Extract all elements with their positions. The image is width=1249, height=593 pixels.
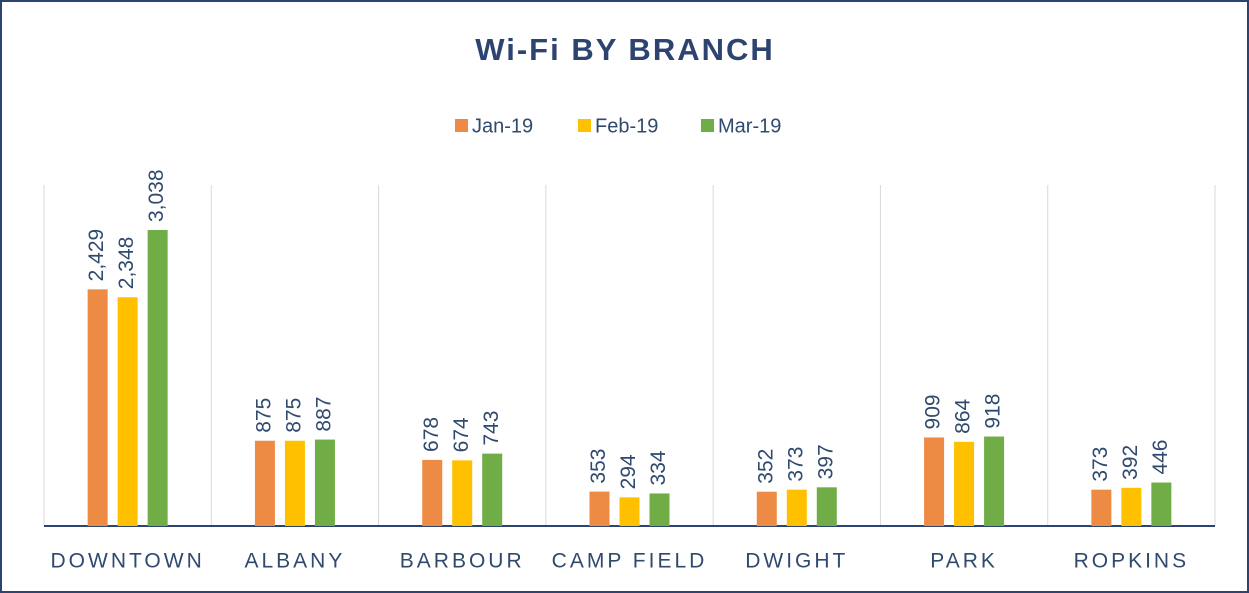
data-label: 294 <box>617 454 640 489</box>
data-label: 678 <box>420 417 443 452</box>
data-label: 334 <box>647 450 670 485</box>
x-tick-label: DOWNTOWN <box>51 550 205 573</box>
bar <box>954 441 975 526</box>
bar <box>756 491 777 526</box>
legend-swatch <box>578 119 591 132</box>
legend-swatch <box>701 119 714 132</box>
data-label: 373 <box>784 447 807 482</box>
data-label: 743 <box>480 411 503 446</box>
bar <box>589 491 610 526</box>
bar <box>924 437 945 526</box>
data-label: 887 <box>312 397 335 432</box>
data-label: 446 <box>1149 439 1172 474</box>
data-label: 674 <box>450 417 473 452</box>
bar <box>619 497 640 526</box>
bar <box>87 289 108 526</box>
data-label: 2,429 <box>85 229 108 282</box>
data-label: 875 <box>252 398 275 433</box>
bar <box>452 460 473 526</box>
legend-label: Mar-19 <box>718 115 781 137</box>
bar <box>786 489 807 526</box>
data-label: 392 <box>1119 445 1142 480</box>
bar <box>117 297 138 526</box>
data-label: 352 <box>754 449 777 484</box>
legend-label: Jan-19 <box>472 115 533 137</box>
bar <box>314 439 335 526</box>
bar <box>649 493 670 526</box>
bar <box>482 453 503 526</box>
chart-title: Wi-Fi BY BRANCH <box>475 32 775 67</box>
legend-swatch <box>455 119 468 132</box>
data-label: 2,348 <box>115 237 138 290</box>
x-tick-label: BARBOUR <box>400 550 525 573</box>
bar <box>1091 489 1112 526</box>
bar <box>984 436 1005 526</box>
data-label: 353 <box>587 449 610 484</box>
data-label: 918 <box>982 394 1005 429</box>
bar <box>284 440 305 526</box>
bar <box>1121 487 1142 526</box>
x-tick-label: DWIGHT <box>745 550 848 573</box>
bar <box>1151 482 1172 526</box>
x-tick-label: ROPKINS <box>1074 550 1190 573</box>
legend-label: Feb-19 <box>595 115 658 137</box>
data-label: 397 <box>814 444 837 479</box>
x-tick-label: ALBANY <box>244 550 345 573</box>
x-tick-label: PARK <box>930 550 998 573</box>
bar <box>422 459 443 526</box>
data-label: 864 <box>952 398 975 433</box>
data-label: 875 <box>282 398 305 433</box>
bar <box>816 487 837 526</box>
bar <box>254 440 275 526</box>
data-label: 373 <box>1089 447 1112 482</box>
data-label: 909 <box>922 394 945 429</box>
bar <box>147 230 168 526</box>
data-label: 3,038 <box>145 169 168 222</box>
x-tick-label: CAMP FIELD <box>552 550 708 573</box>
